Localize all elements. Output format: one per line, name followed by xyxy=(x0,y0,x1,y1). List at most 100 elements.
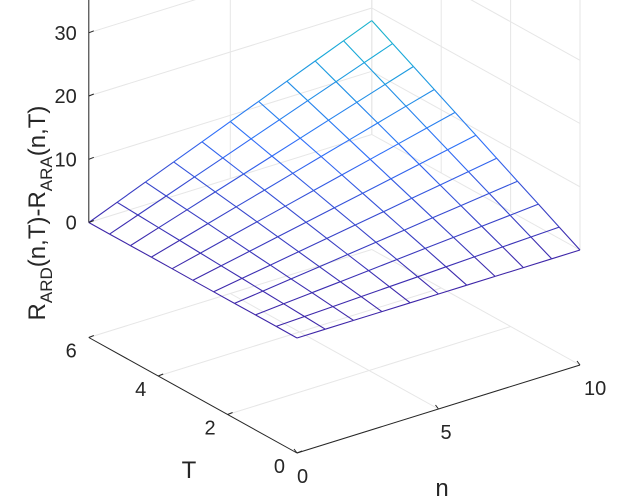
y-tick-label-1: 2 xyxy=(204,418,215,440)
surface-edge-y-2-1 xyxy=(262,290,284,305)
surface-edge-y-0-3 xyxy=(360,296,383,313)
grid-line-x-floor-1 xyxy=(230,293,439,410)
surface-edge-x-3-5 xyxy=(375,229,405,243)
surface-edge-y-6-8 xyxy=(377,122,399,145)
surface-edge-x-3-8 xyxy=(460,192,490,207)
surface-edge-x-7-9 xyxy=(405,89,435,107)
surface-edge-x-1-7 xyxy=(474,246,503,258)
surface-edge-y-0-4 xyxy=(389,286,411,304)
surface-edge-y-6-7 xyxy=(349,139,371,160)
surface-edge-x-6-2 xyxy=(228,221,258,238)
surface-edge-x-1-1 xyxy=(304,306,333,318)
surface-edge-x-0-6 xyxy=(466,275,496,286)
surface-edge-y-3-3 xyxy=(298,251,320,268)
surface-edge-x-5-6 xyxy=(362,178,392,194)
surface-edge-y-1-2 xyxy=(311,292,334,308)
surface-edge-x-8-1 xyxy=(158,209,188,229)
surface-mesh xyxy=(88,20,581,339)
back-wall-right xyxy=(369,0,580,365)
surface-edge-x-5-0 xyxy=(192,265,222,281)
z-axis-label: RARD(n,T)-RARA(n,T) xyxy=(24,106,56,321)
surface-edge-y-9-2 xyxy=(145,181,167,197)
surface-edge-x-4-7 xyxy=(411,184,441,199)
surface-edge-x-9-7 xyxy=(307,81,337,102)
surface-edge-x-4-4 xyxy=(326,224,356,239)
surface-edge-y-0-10 xyxy=(558,226,581,251)
surface-edge-x-6-1 xyxy=(200,236,229,254)
surface-edge-x-10-1 xyxy=(116,181,146,203)
surface-edge-x-7-6 xyxy=(320,139,350,157)
surface-edge-y-1-7 xyxy=(453,236,475,258)
surface-edge-y-3-5 xyxy=(354,224,377,243)
surface-edge-y-9-10 xyxy=(371,20,394,44)
surface-edge-x-6-5 xyxy=(313,174,343,191)
z-tick-mark-2 xyxy=(88,93,94,97)
surface-edge-y-2-3 xyxy=(319,266,341,283)
surface-edge-y-1-1 xyxy=(283,303,305,317)
surface-edge-x-10-0 xyxy=(88,201,118,223)
surface-edge-y-1-4 xyxy=(368,270,390,288)
surface-edge-y-6-1 xyxy=(179,239,201,254)
surface-edge-x-2-4 xyxy=(368,258,398,272)
surface-edge-y-0-2 xyxy=(332,306,354,321)
surface-edge-x-7-1 xyxy=(179,223,209,241)
surface-edge-y-8-9 xyxy=(363,62,386,85)
surface-edge-x-0-0 xyxy=(296,328,326,339)
surface-edge-x-4-1 xyxy=(241,264,271,279)
surface-edge-y-9-8 xyxy=(314,60,337,83)
z-tick-mark-0 xyxy=(88,220,94,223)
surface-edge-x-4-3 xyxy=(298,237,328,253)
surface-edge-y-6-9 xyxy=(405,105,428,129)
surface-edge-y-2-5 xyxy=(375,241,398,260)
surface-edge-x-5-5 xyxy=(334,192,363,209)
grid-line-x-floor-2 xyxy=(371,249,581,366)
surface-edge-y-5-2 xyxy=(228,236,250,252)
surface-edge-x-0-1 xyxy=(325,319,354,330)
surface-edge-y-7-8 xyxy=(356,101,379,124)
surface-edge-x-9-9 xyxy=(363,43,393,64)
surface-edge-y-2-7 xyxy=(432,217,454,238)
surface-edge-y-5-3 xyxy=(256,221,279,238)
surface-edge-x-6-4 xyxy=(285,190,314,207)
surface-edge-x-2-6 xyxy=(425,236,454,249)
surface-edge-y-9-3 xyxy=(173,161,195,178)
surface-edge-y-0-9 xyxy=(530,236,553,260)
surface-edge-y-8-7 xyxy=(307,100,329,121)
surface-edge-x-10-6 xyxy=(258,80,288,102)
surface-edge-x-0-4 xyxy=(410,293,439,304)
grid-line-z-side-2 xyxy=(371,7,581,124)
surface-edge-x-9-5 xyxy=(250,119,280,140)
surface-edge-y-4-9 xyxy=(447,149,469,172)
grid-line-z-side-1 xyxy=(371,70,581,188)
surface-edge-x-8-3 xyxy=(215,173,244,193)
surface-edge-x-1-0 xyxy=(276,315,305,327)
surface-edge-y-3-9 xyxy=(468,171,490,194)
surface-edge-y-8-4 xyxy=(222,157,244,175)
surface-edge-x-5-3 xyxy=(277,221,307,238)
z-tick-label-1: 10 xyxy=(55,149,77,171)
surface-edge-x-4-0 xyxy=(213,277,243,293)
surface-edge-x-10-8 xyxy=(314,40,344,62)
surface-edge-x-0-8 xyxy=(523,258,552,269)
surface-edge-x-2-7 xyxy=(453,225,483,238)
y-axis-line xyxy=(88,337,298,454)
surface-edge-x-6-7 xyxy=(369,143,399,160)
surface-edge-x-8-9 xyxy=(384,66,414,85)
surface-edge-x-10-7 xyxy=(286,60,316,82)
surface-edge-x-3-2 xyxy=(290,266,320,280)
surface-edge-x-5-8 xyxy=(419,149,448,165)
surface-edge-x-3-0 xyxy=(234,290,264,304)
grid-line-y-floor-2 xyxy=(158,287,442,377)
y-tick-label-3: 6 xyxy=(66,341,77,363)
surface-edge-y-7-10 xyxy=(412,66,435,90)
surface-edge-y-2-9 xyxy=(488,193,511,216)
z-axis-label-sub-1: ARD xyxy=(37,267,56,303)
tick-labels: 05100246010203040 xyxy=(55,23,607,488)
surface-edge-y-9-4 xyxy=(201,141,224,159)
surface-edge-y-8-0 xyxy=(109,233,131,247)
surface-edge-y-4-1 xyxy=(220,265,243,279)
surface-edge-y-5-4 xyxy=(284,205,307,223)
surface-edge-x-7-0 xyxy=(151,239,180,258)
z-axis-label-main: R xyxy=(24,303,51,320)
surface-edge-x-10-9 xyxy=(343,20,373,42)
